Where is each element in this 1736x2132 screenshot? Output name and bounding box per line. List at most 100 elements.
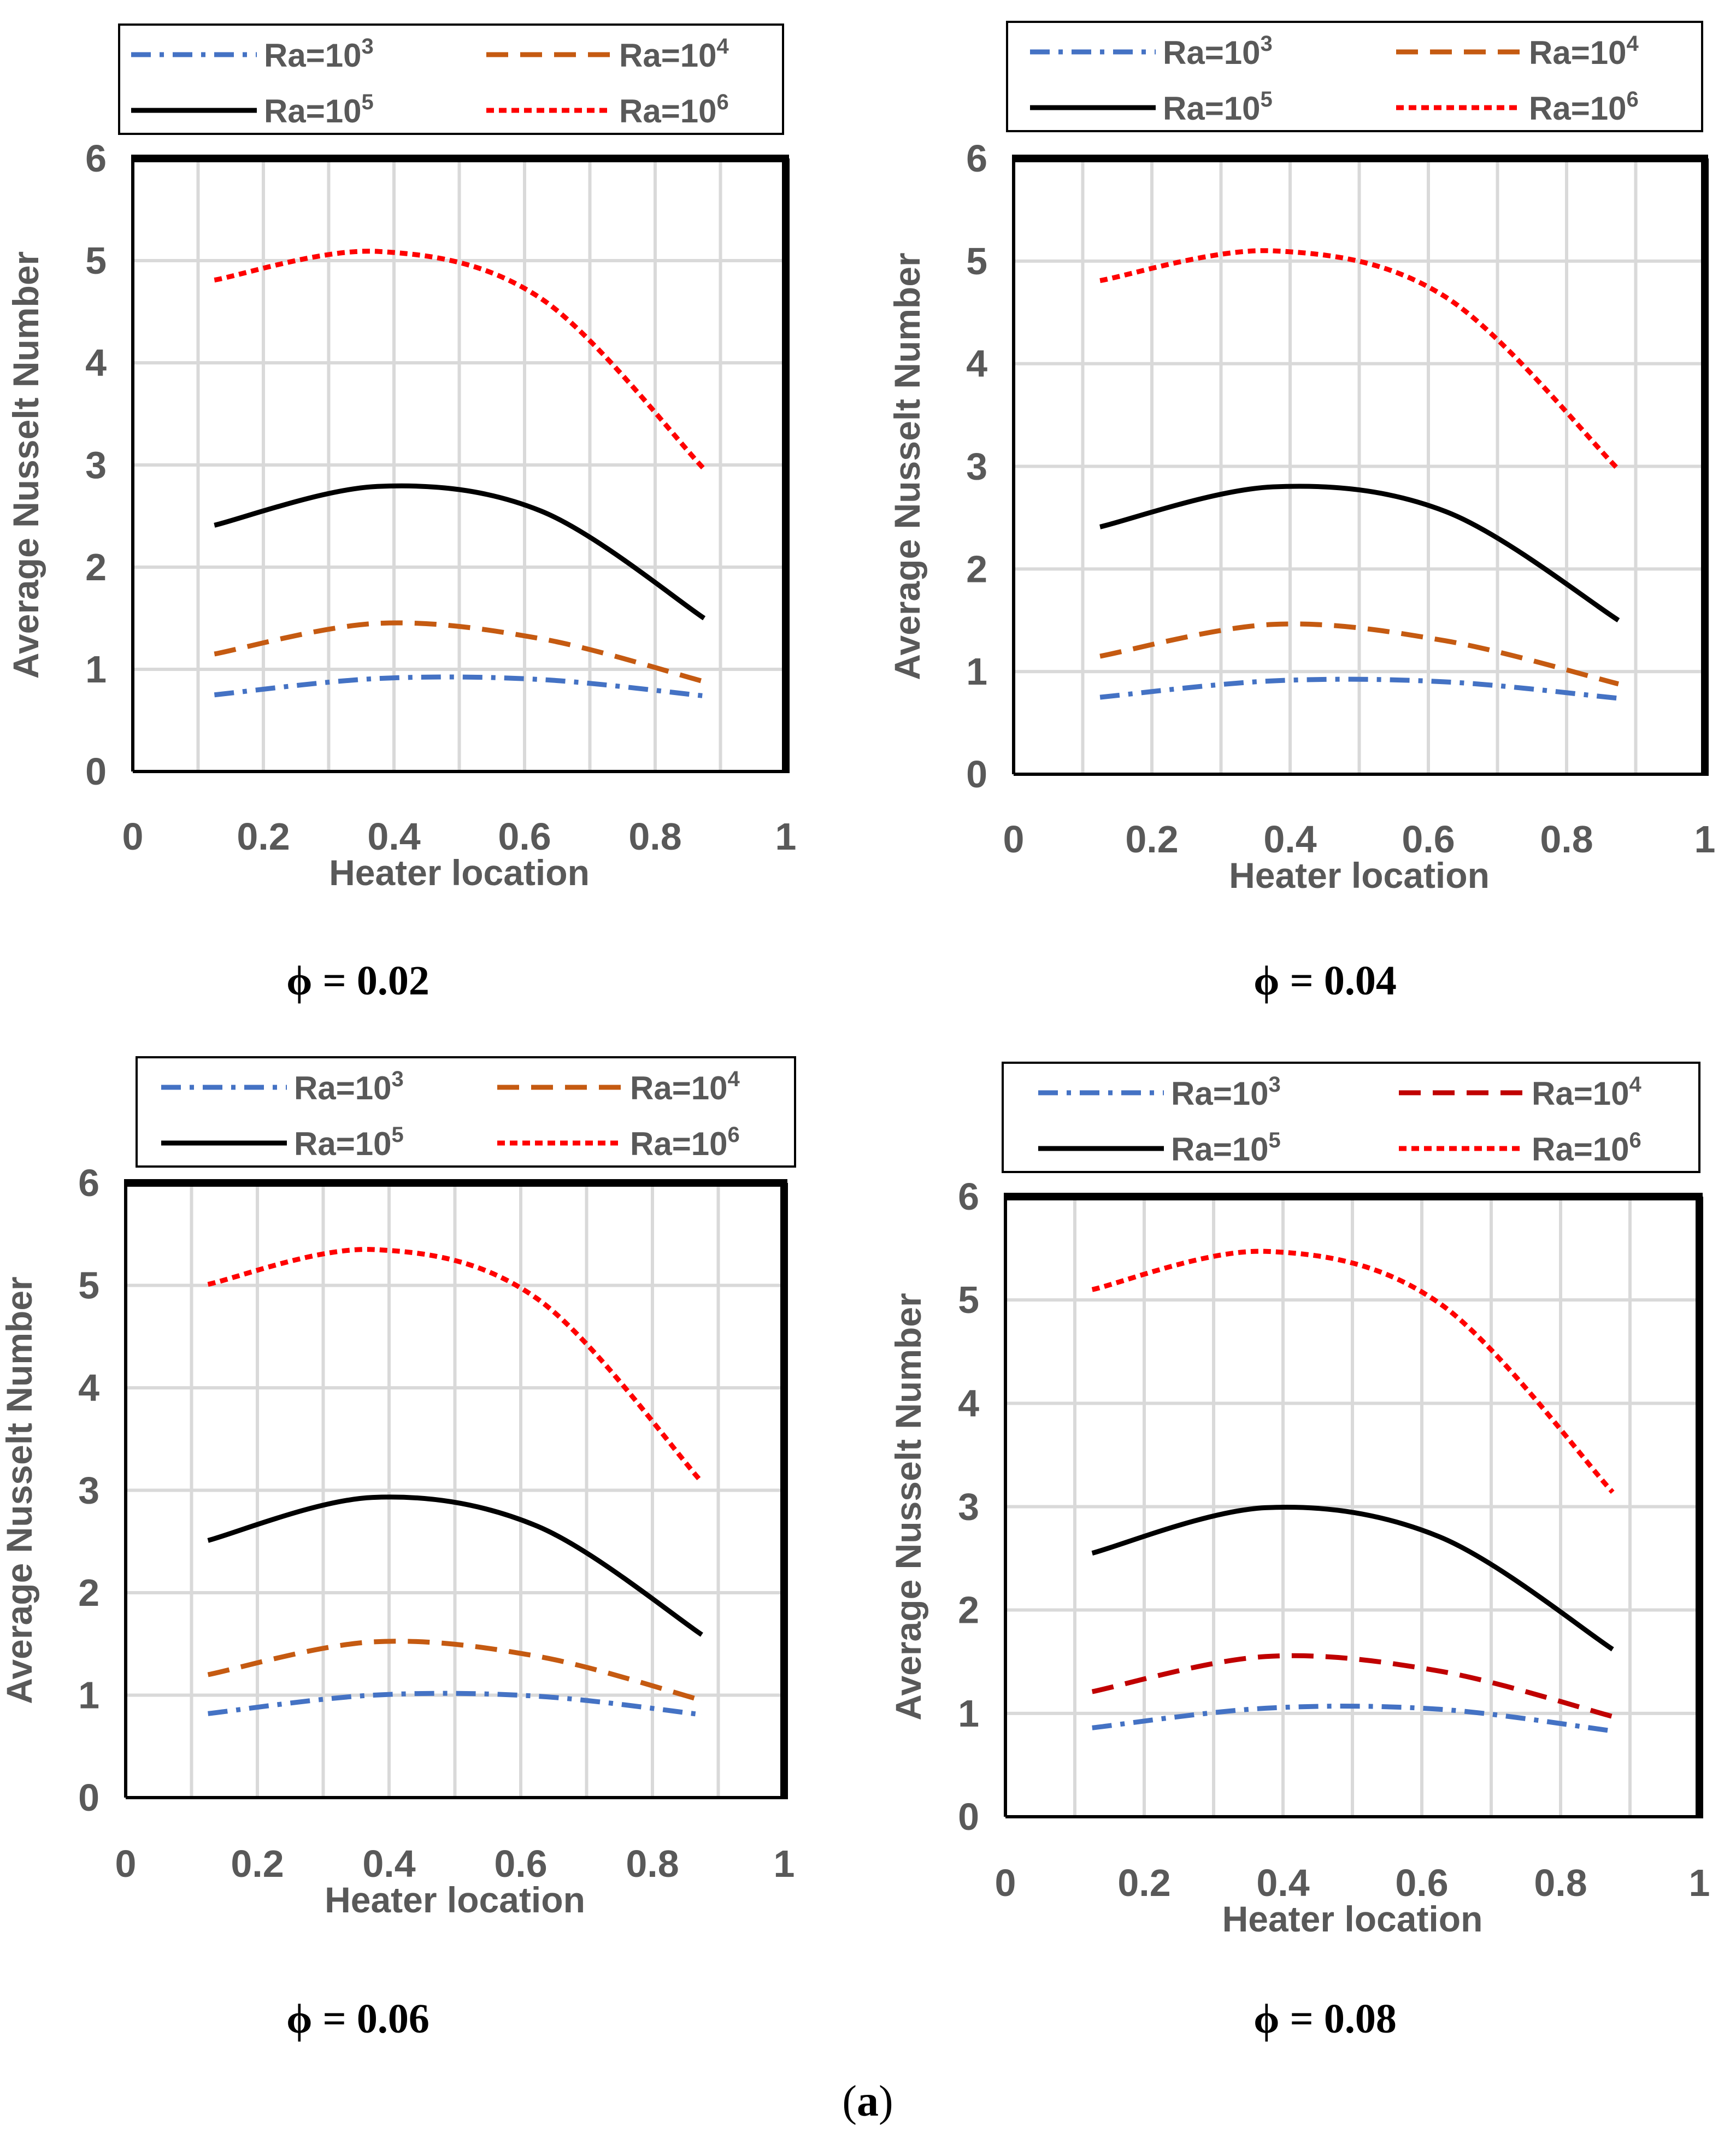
x-tick-label: 1 [774,1842,795,1885]
legend-label-ra5: Ra=105 [264,90,374,129]
x-tick-label: 0.4 [1263,818,1316,861]
y-tick-label: 1 [958,1692,979,1735]
y-axis-title: Average Nusselt Number [0,1276,39,1704]
series-line-ra4 [1099,621,1619,687]
legend-label-ra5: Ra=105 [294,1123,404,1162]
x-axis-title: Heater location [1222,1899,1483,1939]
series-line-ra4 [207,1639,703,1703]
series-line-ra6 [207,1247,704,1484]
figure-label: (a) [842,2077,893,2125]
y-tick-label: 6 [85,137,107,180]
legend-label-ra4: Ra=104 [630,1067,740,1106]
legend-label-ra6: Ra=106 [630,1123,740,1162]
x-axis-title: Heater location [325,1880,585,1920]
y-tick-label: 3 [85,444,107,486]
chart-panel-3: 0 1 2 3 4 5 6 0 0.2 0.4 0.6 0.8 1 Heater location Aver… [0,1056,796,2042]
chart-caption: ϕ = 0.08 [1254,1996,1397,2042]
x-tick-label: 0 [995,1862,1016,1904]
legend-label-ra6: Ra=106 [1532,1128,1641,1168]
y-tick-label: 4 [966,343,987,385]
figure-label-close: ) [879,2077,893,2125]
x-axis-title: Heater location [1229,855,1490,896]
y-tick-label: 3 [958,1486,979,1528]
chart-caption: ϕ = 0.06 [286,1996,429,2042]
figure-label-open: ( [842,2077,857,2125]
series-line-ra3 [214,674,705,699]
x-tick-label: 0.8 [626,1842,679,1885]
x-tick-label: 0.2 [237,815,290,858]
series-line-ra6 [1091,1248,1615,1494]
series-line-ra5 [1099,484,1620,623]
x-tick-label: 0.6 [1395,1862,1448,1904]
figure-label-letter: a [857,2077,879,2125]
x-tick-label: 0.6 [498,815,551,858]
y-axis-title: Average Nusselt Number [5,251,46,679]
y-tick-label: 5 [78,1264,99,1307]
y-tick-label: 1 [78,1674,99,1717]
y-tick-label: 2 [958,1589,979,1632]
y-tick-label: 5 [85,239,107,282]
x-tick-label: 0.6 [494,1842,547,1885]
y-tick-label: 5 [966,240,987,282]
x-tick-label: 0 [115,1842,137,1885]
x-tick-label: 0.2 [1117,1862,1170,1904]
series-line-ra4 [1091,1653,1614,1719]
series-line-ra3 [1099,676,1619,701]
x-tick-label: 0.4 [362,1842,415,1885]
legend-label-ra4: Ra=104 [1529,32,1639,71]
x-tick-label: 0.8 [628,815,681,858]
legend-label-ra3: Ra=103 [1171,1073,1281,1112]
x-tick-label: 1 [1694,818,1716,861]
x-tick-label: 0.8 [1540,818,1593,861]
legend-box [1006,21,1703,132]
x-tick-label: 0.2 [1125,818,1178,861]
chart-panel-2: 0 1 2 3 4 5 6 0 0.2 0.4 0.6 0.8 1 Heater location Aver… [887,21,1716,1004]
y-tick-label: 0 [958,1795,979,1838]
y-axis-title: Average Nusselt Number [888,1293,928,1721]
x-tick-label: 1 [775,815,797,858]
legend-label-ra5: Ra=105 [1171,1128,1281,1168]
legend-label-ra6: Ra=106 [1529,87,1639,127]
y-tick-label: 5 [958,1279,979,1321]
x-tick-label: 0.6 [1402,818,1455,861]
legend-box [136,1056,796,1168]
y-tick-label: 6 [958,1175,979,1218]
legend-box [118,23,784,135]
legend-label-ra3: Ra=103 [264,34,374,74]
y-tick-label: 6 [78,1162,99,1204]
y-tick-label: 0 [78,1776,99,1819]
y-tick-label: 1 [85,648,107,691]
legend-label-ra3: Ra=103 [294,1067,404,1106]
legend-label-ra6: Ra=106 [619,90,729,129]
y-tick-label: 0 [966,753,987,796]
legend-label-ra5: Ra=105 [1163,87,1273,127]
x-tick-label: 0 [1003,818,1025,861]
legend-label-ra3: Ra=103 [1163,32,1273,71]
series-line-ra4 [214,620,705,684]
y-axis-title: Average Nusselt Number [887,252,927,680]
y-tick-label: 0 [85,750,107,793]
series-line-ra6 [214,249,706,471]
series-line-ra5 [1091,1504,1614,1652]
series-line-ra5 [214,483,706,621]
x-tick-label: 0.4 [367,815,420,858]
chart-panel-4: 0 1 2 3 4 5 6 0 0.2 0.4 0.6 0.8 1 Heater location Aver… [888,1062,1710,2042]
x-tick-label: 0 [122,815,144,858]
y-tick-label: 2 [966,547,987,590]
x-tick-label: 1 [1689,1862,1710,1904]
legend-label-ra4: Ra=104 [1532,1073,1641,1112]
series-line-ra3 [208,1691,702,1717]
chart-caption: ϕ = 0.04 [1254,958,1397,1004]
y-tick-label: 2 [85,546,107,588]
y-tick-label: 6 [966,137,987,180]
y-tick-label: 4 [958,1382,979,1424]
x-tick-label: 0.2 [231,1842,284,1885]
y-tick-label: 2 [78,1571,99,1614]
x-tick-label: 0.8 [1534,1862,1587,1904]
y-tick-label: 3 [966,445,987,488]
series-line-ra3 [1092,1704,1613,1734]
charts-layer: 0 1 2 3 4 5 6 0 0.2 0.4 0.6 0.8 1 Heater location Aver… [0,21,1716,2042]
y-tick-label: 4 [78,1367,99,1409]
y-tick-label: 1 [966,650,987,693]
